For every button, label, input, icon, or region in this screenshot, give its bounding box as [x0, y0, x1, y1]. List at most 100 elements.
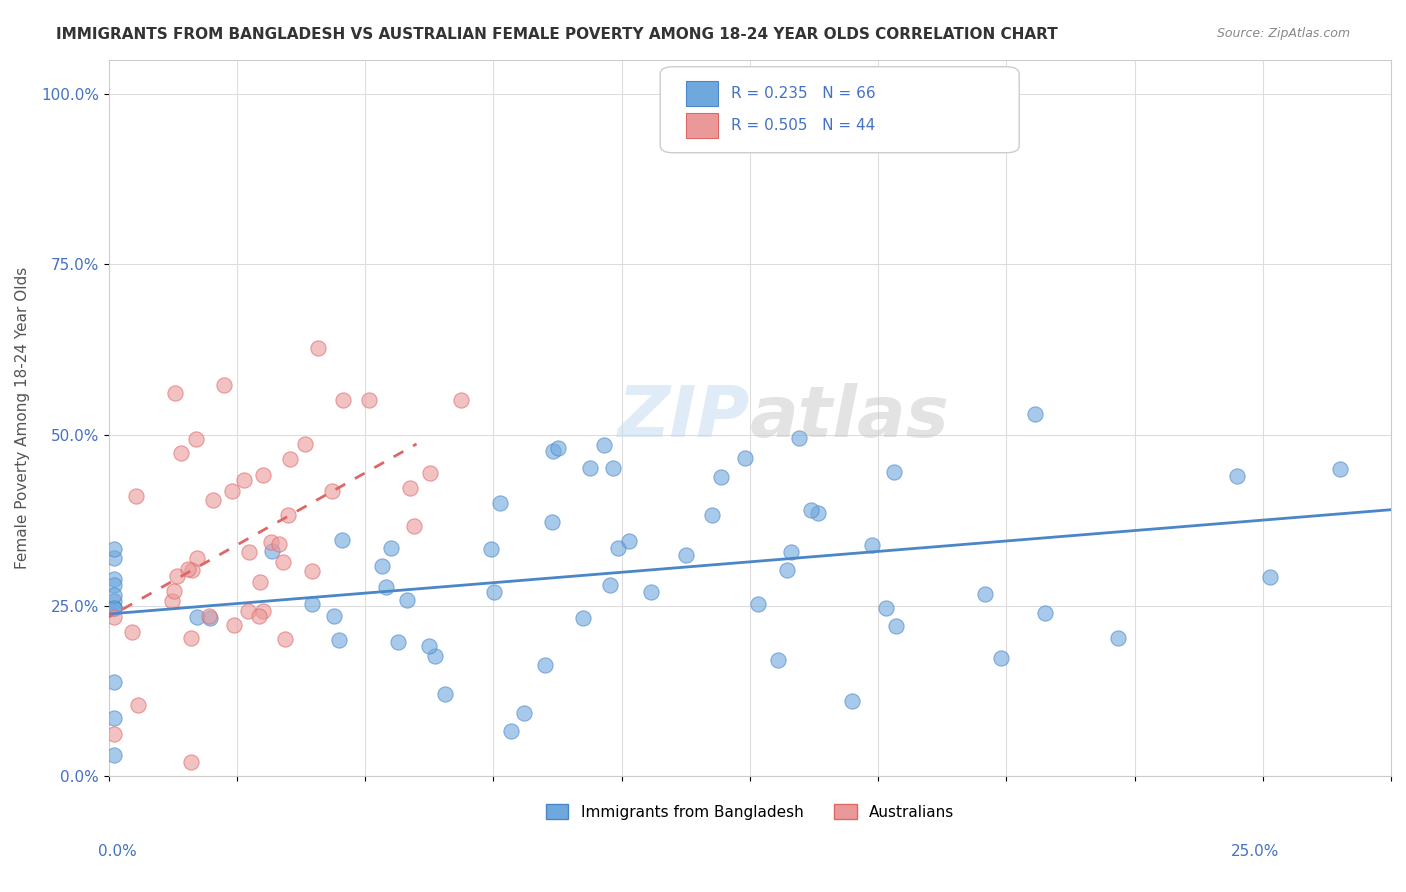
Point: [103, 601, 125, 615]
Legend: Immigrants from Bangladesh, Australians: Immigrants from Bangladesh, Australians: [540, 797, 960, 826]
Point: [186, 609, 208, 624]
Point: [103, 542, 125, 557]
Point: [277, 508, 299, 523]
Text: atlas: atlas: [749, 384, 949, 452]
Point: [274, 632, 297, 646]
Point: [973, 586, 995, 600]
Point: [780, 545, 803, 559]
Point: [1258, 570, 1281, 584]
Point: [200, 610, 222, 624]
Point: [766, 653, 789, 667]
Point: [301, 564, 323, 578]
Point: [160, 593, 183, 607]
Point: [479, 541, 502, 556]
Point: [886, 619, 908, 633]
Point: [800, 503, 823, 517]
Point: [103, 578, 125, 592]
Point: [307, 341, 329, 355]
Point: [990, 650, 1012, 665]
Point: [501, 723, 523, 738]
Point: [776, 563, 799, 577]
Point: [418, 640, 440, 654]
Text: 25.0%: 25.0%: [1232, 845, 1279, 859]
Point: [103, 674, 125, 689]
Point: [700, 508, 723, 523]
Point: [103, 610, 125, 624]
Point: [166, 569, 188, 583]
Point: [294, 437, 316, 451]
Point: [541, 515, 564, 529]
FancyBboxPatch shape: [686, 113, 718, 138]
Point: [103, 601, 125, 615]
Point: [402, 518, 425, 533]
Point: [260, 544, 283, 558]
Point: [1226, 469, 1249, 483]
Point: [186, 551, 208, 566]
Point: [513, 706, 536, 720]
Point: [301, 597, 323, 611]
Point: [425, 649, 447, 664]
Point: [103, 594, 125, 608]
Point: [177, 562, 200, 576]
FancyBboxPatch shape: [686, 81, 718, 106]
Point: [357, 392, 380, 407]
Text: R = 0.235   N = 66: R = 0.235 N = 66: [731, 86, 876, 101]
Point: [450, 393, 472, 408]
Point: [387, 634, 409, 648]
Point: [103, 572, 125, 586]
Point: [533, 658, 555, 673]
Point: [278, 452, 301, 467]
Point: [103, 588, 125, 602]
Point: [322, 609, 344, 624]
Point: [271, 555, 294, 569]
Point: [238, 545, 260, 559]
Point: [236, 605, 259, 619]
Point: [433, 687, 456, 701]
Point: [221, 483, 243, 498]
Point: [375, 580, 398, 594]
Point: [371, 559, 394, 574]
Point: [419, 466, 441, 480]
Point: [380, 541, 402, 555]
Point: [332, 392, 354, 407]
Text: IMMIGRANTS FROM BANGLADESH VS AUSTRALIAN FEMALE POVERTY AMONG 18-24 YEAR OLDS CO: IMMIGRANTS FROM BANGLADESH VS AUSTRALIAN…: [56, 27, 1057, 42]
Point: [541, 443, 564, 458]
Point: [103, 727, 125, 741]
Point: [883, 465, 905, 479]
Point: [269, 536, 291, 550]
Point: [328, 632, 350, 647]
FancyBboxPatch shape: [661, 67, 1019, 153]
Point: [103, 748, 125, 763]
Point: [602, 460, 624, 475]
Point: [593, 438, 616, 452]
Point: [103, 551, 125, 566]
Point: [547, 442, 569, 456]
Point: [482, 585, 505, 599]
Point: [212, 378, 235, 392]
Point: [875, 601, 897, 615]
Point: [124, 489, 146, 503]
Point: [399, 481, 422, 495]
Point: [330, 533, 353, 547]
Point: [121, 624, 143, 639]
Point: [163, 386, 186, 401]
Point: [572, 610, 595, 624]
Point: [181, 563, 204, 577]
Text: ZIP: ZIP: [617, 384, 749, 452]
Point: [1033, 606, 1056, 620]
Point: [127, 698, 149, 712]
Point: [747, 597, 769, 611]
Point: [860, 538, 883, 552]
Point: [163, 583, 186, 598]
Point: [247, 609, 270, 624]
Text: Source: ZipAtlas.com: Source: ZipAtlas.com: [1216, 27, 1350, 40]
Point: [599, 578, 621, 592]
Point: [675, 548, 697, 562]
Point: [640, 585, 662, 599]
Point: [249, 575, 271, 590]
Point: [396, 593, 419, 607]
Point: [489, 496, 512, 510]
Point: [807, 506, 830, 520]
Point: [202, 493, 225, 508]
Point: [1329, 462, 1351, 476]
